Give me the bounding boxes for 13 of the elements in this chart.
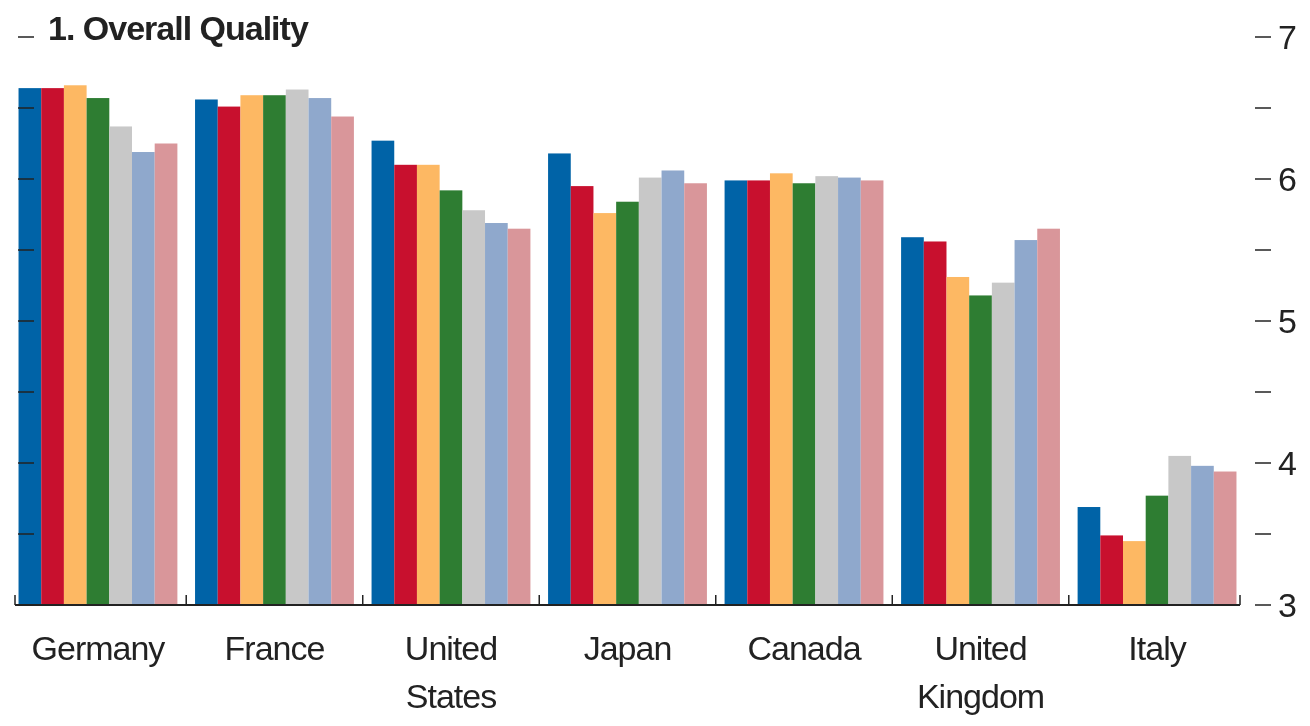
y-tick-label: 6	[1278, 159, 1297, 198]
x-tick-label: United Kingdom	[916, 629, 1045, 715]
x-tick-label: Germany	[31, 629, 166, 667]
x-tick-label: Japan	[583, 629, 672, 667]
y-tick-label: 5	[1278, 301, 1297, 340]
chart-title: 1. Overall Quality	[48, 9, 309, 47]
x-tick-label: Canada	[747, 629, 862, 667]
y-tick-label: 7	[1278, 17, 1297, 56]
x-tick-label: France	[224, 629, 325, 667]
x-tick-label: Italy	[1128, 629, 1187, 667]
x-tick-label: United States	[404, 629, 498, 715]
y-tick-label: 3	[1278, 585, 1297, 624]
y-tick-label: 4	[1278, 443, 1297, 482]
